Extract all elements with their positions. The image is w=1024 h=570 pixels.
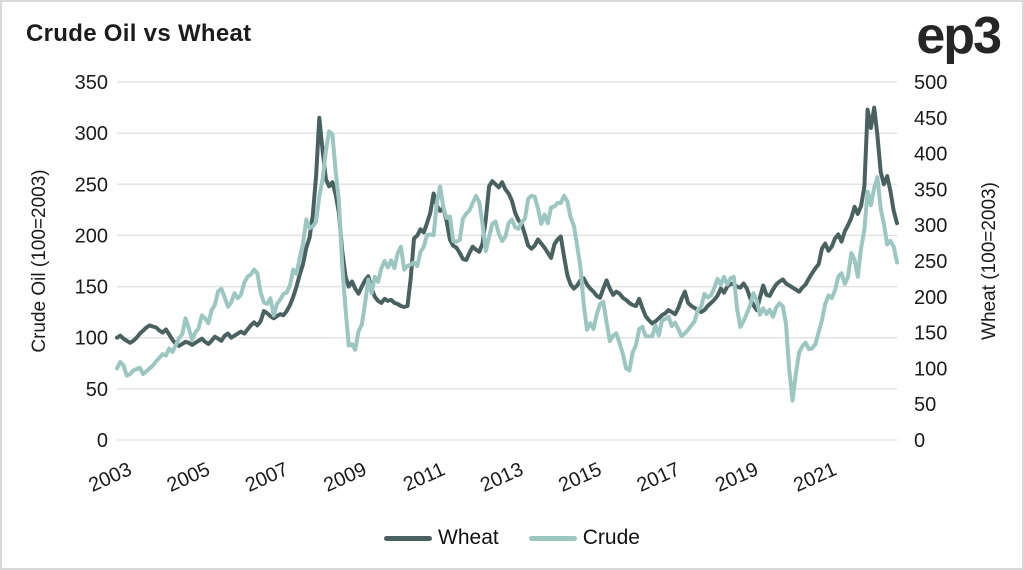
right-axis-tick-label: 150: [914, 323, 947, 345]
left-axis-tick-label: 50: [86, 379, 108, 401]
left-axis-tick-label: 250: [75, 174, 108, 196]
x-axis-tick-label: 2015: [555, 458, 605, 496]
left-axis-title: Crude Oil (100=2003): [29, 169, 50, 353]
right-axis-tick-label: 500: [914, 72, 947, 94]
x-axis-tick-label: 2017: [634, 458, 684, 496]
right-axis-tick-label: 300: [914, 215, 947, 237]
x-axis-tick-label: 2007: [242, 458, 292, 496]
right-axis-tick-label: 0: [914, 430, 925, 452]
wheat-line-swatch: [384, 535, 433, 541]
x-axis-tick-label: 2009: [320, 458, 370, 496]
x-axis-tick-label: 2005: [164, 458, 214, 496]
right-axis-tick-label: 350: [914, 179, 947, 201]
chart-title: Crude Oil vs Wheat: [26, 20, 252, 47]
left-axis-tick-label: 350: [75, 72, 108, 94]
x-axis-tick-label: 2003: [85, 458, 135, 496]
x-axis-tick-label: 2021: [790, 458, 840, 496]
legend-item-crude: Crude: [528, 526, 640, 550]
right-axis-tick-label: 450: [914, 108, 947, 130]
x-axis-tick-label: 2013: [477, 458, 527, 496]
right-axis-tick-label: 50: [914, 394, 936, 416]
legend-label-crude: Crude: [582, 526, 640, 549]
legend-label-wheat: Wheat: [438, 526, 499, 549]
left-axis-tick-label: 200: [75, 225, 108, 247]
legend-item-wheat: Wheat: [384, 526, 499, 550]
left-axis-tick-label: 300: [75, 123, 108, 145]
left-axis-tick-label: 150: [75, 277, 108, 299]
line-chart-plot-area: 0 50 100 150 200 250 300 350 0 50 100 150 200 250 300 3…: [75, 72, 948, 497]
ep3-logo: ep3: [916, 7, 1002, 65]
right-axis-tick-label: 200: [914, 287, 947, 309]
chart-legend: Wheat Crude: [2, 526, 1022, 550]
right-axis-tick-label: 400: [914, 144, 947, 166]
x-axis-tick-label: 2019: [712, 458, 762, 496]
right-axis-title: Wheat (100=2003): [979, 182, 1000, 340]
left-axis-tick-label: 0: [97, 430, 108, 452]
x-axis-tick-label: 2011: [400, 458, 448, 496]
wheat-series-line: [115, 105, 899, 348]
crude-series-line: [115, 129, 899, 403]
left-axis-tick-label: 100: [75, 328, 108, 350]
right-axis-tick-label: 250: [914, 251, 947, 273]
right-axis-tick-label: 100: [914, 358, 947, 380]
crude-line-swatch: [528, 535, 577, 541]
